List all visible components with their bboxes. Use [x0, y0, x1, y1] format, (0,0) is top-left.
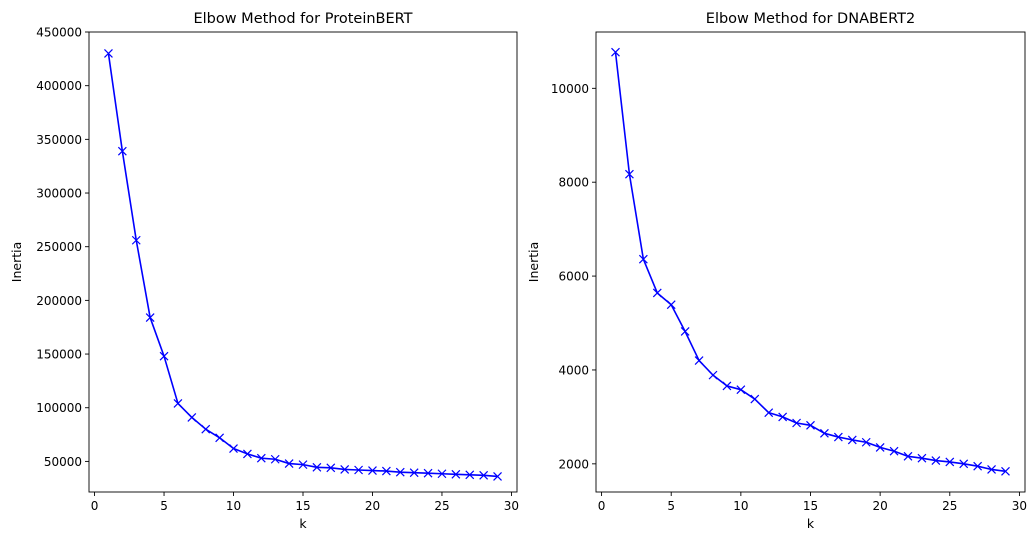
data-point-marker	[173, 399, 183, 408]
data-point-marker	[764, 408, 774, 418]
x-axis-label: k	[807, 516, 815, 531]
data-point-marker	[479, 470, 489, 480]
data-point-marker	[736, 385, 746, 395]
y-tick-label: 450000	[36, 26, 82, 40]
x-axis-label: k	[299, 516, 307, 531]
x-tick-label: 0	[91, 499, 99, 513]
data-point-marker	[312, 462, 322, 472]
data-point-marker	[201, 424, 211, 434]
data-point-marker	[875, 442, 885, 452]
data-point-marker	[381, 466, 391, 476]
chart-panel-1: Elbow Method for ProteinBERT 0 5 10 15 20 25 30…	[9, 11, 519, 531]
y-tick-label: 150000	[36, 348, 82, 362]
x-tick-label: 15	[803, 499, 818, 513]
data-point-marker	[903, 451, 913, 461]
data-point-marker	[945, 457, 955, 467]
data-point-marker	[104, 49, 113, 58]
chart-title: Elbow Method for ProteinBERT	[193, 11, 412, 27]
data-point-marker	[326, 463, 336, 473]
data-point-marker	[187, 412, 197, 422]
x-tick-label: 10	[733, 499, 748, 513]
data-point-marker	[409, 468, 419, 478]
data-point-marker	[652, 288, 662, 298]
data-point-marker	[298, 460, 308, 470]
data-point-marker	[847, 435, 857, 445]
y-tick-label: 300000	[36, 187, 82, 201]
data-point-marker	[256, 453, 266, 463]
data-point-marker	[750, 394, 760, 404]
data-point-marker	[792, 418, 801, 428]
x-tick-label: 20	[873, 499, 888, 513]
data-point-marker	[611, 47, 620, 57]
data-point-marker	[666, 300, 676, 310]
data-point-marker	[242, 449, 252, 459]
data-point-marker	[861, 437, 871, 447]
data-point-marker	[917, 453, 927, 463]
data-point-marker	[959, 459, 969, 469]
data-point-marker	[451, 469, 461, 479]
data-point-marker	[722, 381, 732, 391]
x-tick-label: 30	[504, 499, 519, 513]
data-point-marker	[680, 327, 690, 336]
data-point-marker	[354, 465, 364, 475]
data-point-marker	[493, 472, 502, 481]
data-point-marker	[778, 412, 788, 422]
x-tick-label: 10	[226, 499, 241, 513]
y-tick-label: 100000	[36, 401, 82, 415]
y-tick-label: 6000	[558, 270, 589, 284]
x-tick-label: 15	[295, 499, 310, 513]
data-point-marker	[145, 313, 155, 322]
data-point-marker	[423, 468, 433, 478]
y-tick-label: 250000	[36, 240, 82, 254]
y-axis-label: Inertia	[9, 242, 24, 282]
data-point-marker	[806, 420, 815, 430]
data-point-marker	[1001, 466, 1010, 476]
data-point-marker	[638, 254, 648, 264]
data-point-marker	[973, 461, 983, 471]
axes-frame	[595, 31, 1026, 493]
data-point-marker	[229, 444, 238, 453]
y-tick-label: 200000	[36, 294, 82, 308]
data-point-marker	[437, 469, 447, 479]
data-point-marker	[284, 459, 294, 468]
x-tick-label: 30	[1012, 499, 1027, 513]
y-tick-label: 400000	[36, 79, 82, 93]
x-tick-label: 25	[942, 499, 957, 513]
x-tick-label: 20	[365, 499, 380, 513]
x-tick-label: 25	[434, 499, 449, 513]
y-tick-label: 10000	[551, 82, 589, 96]
data-point-marker	[465, 470, 475, 480]
y-tick-label: 350000	[36, 133, 82, 147]
data-point-marker	[117, 146, 127, 156]
data-point-marker	[340, 465, 350, 474]
data-point-marker	[987, 465, 996, 474]
chart-title: Elbow Method for DNABERT2	[706, 11, 915, 27]
data-point-marker	[931, 456, 941, 465]
chart-panel-2: Elbow Method for DNABERT2 0 5 10 15 20 25 30 200…	[526, 11, 1027, 531]
data-point-marker	[694, 356, 704, 365]
data-point-marker	[820, 428, 829, 438]
y-axis-label: Inertia	[526, 242, 541, 282]
y-tick-label: 4000	[558, 363, 589, 377]
y-tick-label: 50000	[44, 455, 82, 469]
data-point-marker	[889, 446, 899, 456]
data-point-marker	[708, 370, 718, 380]
x-tick-label: 0	[598, 499, 606, 513]
data-point-marker	[625, 169, 634, 179]
data-point-marker	[368, 466, 377, 475]
x-tick-label: 5	[667, 499, 675, 513]
data-point-marker	[215, 433, 225, 443]
data-point-marker	[833, 432, 843, 442]
x-tick-label: 5	[160, 499, 168, 513]
y-tick-label: 2000	[558, 457, 589, 471]
data-point-marker	[395, 467, 405, 477]
y-tick-label: 8000	[558, 176, 589, 190]
data-point-marker	[270, 454, 280, 464]
data-point-marker	[159, 351, 169, 361]
axes-frame	[88, 31, 518, 493]
data-point-marker	[131, 235, 141, 245]
